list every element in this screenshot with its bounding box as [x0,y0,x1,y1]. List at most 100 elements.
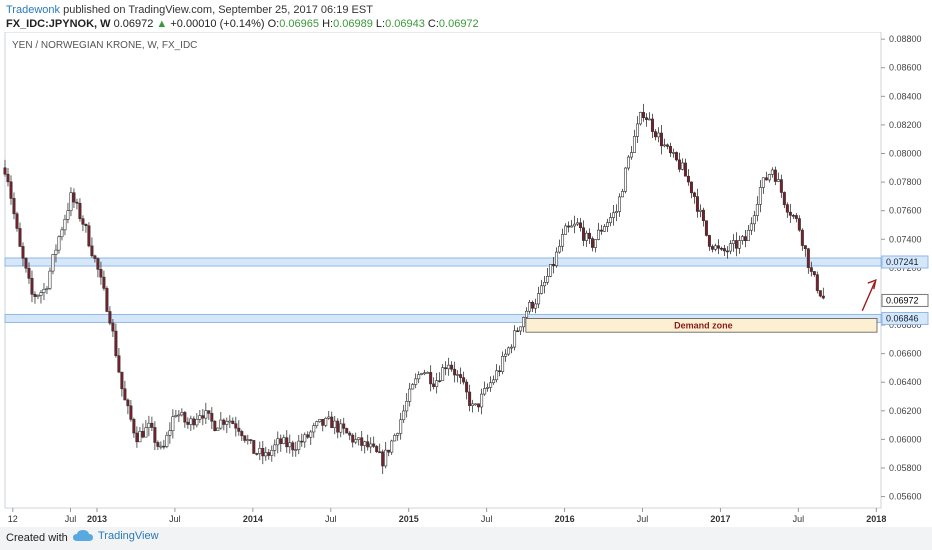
candle-body [39,292,43,296]
candle-body [123,388,127,401]
candle-body [27,267,31,279]
candle-body [54,249,58,255]
up-arrow-icon [861,281,876,312]
candle-body [246,439,250,441]
candle-body [474,403,478,406]
candle-body [689,181,693,194]
author-link[interactable]: Tradewonk [6,4,61,16]
candle-body [360,437,364,446]
candle-body [315,421,319,426]
candle-body [306,434,310,438]
candle-body [543,282,547,287]
candle-body [405,401,409,412]
candle-body [345,428,349,434]
candle-body [767,174,771,181]
candle-body [381,451,385,467]
y-tick-label: 0.07800 [889,177,922,187]
candle-body [186,421,190,425]
candle-body [561,234,565,247]
candle-body [336,420,340,433]
candle-body [303,434,307,443]
candle-body [219,419,223,429]
candle-body [770,169,774,175]
candle-body [707,235,711,247]
candle-body [165,434,169,447]
candle-body [498,370,502,373]
candle-body [240,431,244,437]
demand-zone [525,318,878,333]
candle-body [567,225,571,228]
resistance-price-label: 0.07241 [886,257,919,267]
candle-body [45,288,49,290]
candle-body [66,210,70,220]
resistance-price-label-box [881,255,929,269]
candle-body [162,445,166,448]
x-tick-label: Jul [169,514,181,524]
candle-body [447,364,451,370]
price-change: +0.00010 (+0.14%) [170,18,265,30]
candle-body [800,229,804,246]
candle-body [611,212,615,218]
candle-body [513,330,517,348]
candle-body [764,177,768,181]
tradingview-logo[interactable]: TradingView [72,529,159,543]
candle-body [366,441,370,448]
candle-body [42,288,46,293]
candle-body [573,223,577,227]
candle-body [606,222,610,227]
candle-body [815,274,819,291]
candle-body [294,449,298,451]
low-label: L: [375,18,386,30]
candle-body [459,374,463,378]
candle-body [740,236,744,241]
candle-body [237,427,241,432]
candle-body [267,452,271,456]
candle-body [195,419,199,426]
candle-body [761,177,765,188]
candle-body [198,415,202,420]
candle-body [117,355,121,373]
candle-body [791,215,795,217]
y-tick-label: 0.08800 [889,34,922,44]
candle-body [357,437,361,440]
candle-body [312,425,316,433]
last-price-label-box [881,293,929,307]
price-chart[interactable]: YEN / NORWEGIAN KRONE, W, FX_IDC 0.08800 0… [0,32,932,524]
candle-body [704,220,708,236]
candle-body [534,303,538,309]
open-value: 0.06965 [279,18,319,30]
candle-body [63,219,67,231]
candle-body [15,213,19,229]
x-tick-label: 2017 [710,514,730,524]
candle-body [477,403,481,408]
candle-body [537,293,541,305]
candle-body [647,118,651,121]
candle-body [656,132,660,138]
candle-body [153,427,157,443]
candle-body [255,453,259,455]
candle-body [746,229,750,242]
x-tick-label: Jul [325,514,337,524]
candle-body [375,446,379,453]
candle-body [114,330,118,357]
candle-body [372,443,376,447]
candle-body [105,288,109,312]
candle-body [555,251,559,266]
candle-body [216,427,220,431]
candle-body [279,438,283,444]
chart-title: YEN / NORWEGIAN KRONE, W, FX_IDC [12,40,197,51]
candle-body [12,198,16,215]
candle-body [677,159,681,170]
candle-body [150,422,154,428]
candle-body [510,346,514,349]
candle-body [30,278,34,295]
candle-body [72,192,76,203]
y-tick-label: 0.08400 [889,91,922,101]
x-tick-label: Jul [481,514,493,524]
candle-body [369,443,373,448]
candle-body [402,410,406,421]
candle-body [495,370,499,381]
candle-body [456,374,460,376]
candle-body [528,301,532,312]
candle-body [384,449,388,467]
